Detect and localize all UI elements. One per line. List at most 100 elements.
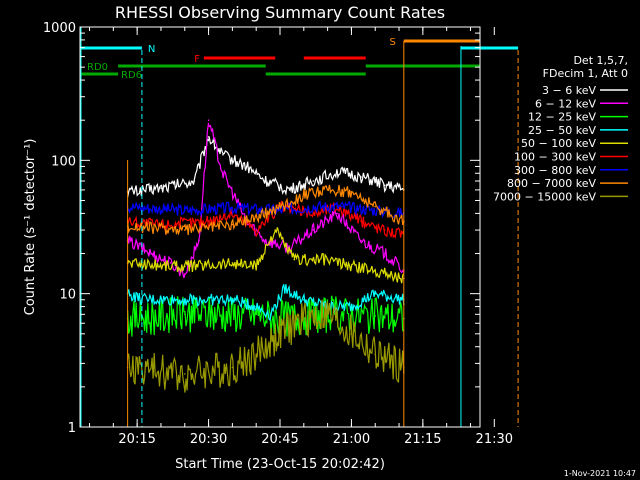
series-4-trace — [127, 284, 405, 322]
series-7-point — [312, 205, 315, 208]
series-3-point — [374, 315, 377, 317]
series-2-point — [264, 239, 267, 242]
series-9-point — [326, 313, 329, 316]
series-7-point — [184, 209, 186, 212]
series-layer — [126, 119, 405, 393]
y-tick-label: 10 — [59, 288, 76, 303]
series-8-trace — [127, 184, 405, 236]
legend-header: FDecim 1, Att 0 — [543, 67, 628, 80]
series-8-point — [231, 223, 234, 226]
series-5-point — [184, 265, 186, 268]
series-7-point — [364, 208, 367, 210]
series-2-point — [384, 252, 386, 255]
series-4-point — [350, 305, 353, 308]
series-9-point — [231, 366, 234, 369]
legend-header: Det 1,5,7, — [573, 54, 628, 67]
series-3-point — [255, 313, 257, 316]
legend-entry-label: 300 − 800 keV — [514, 164, 596, 177]
x-tick-label: 21:15 — [404, 432, 441, 447]
series-5-point — [293, 258, 296, 261]
series-5-point — [274, 229, 277, 231]
series-5-point — [350, 265, 353, 268]
series-1 — [126, 135, 405, 198]
series-9-trace — [127, 299, 405, 393]
legend-entry-label: 25 − 50 keV — [528, 124, 596, 137]
series-2-trace — [127, 121, 405, 279]
annotation-label-4: RD0 — [87, 62, 108, 73]
series-5 — [126, 227, 405, 284]
series-4-point — [374, 292, 377, 295]
series-4-point — [284, 287, 286, 289]
series-1-point — [160, 187, 162, 189]
x-tick-label: 21:30 — [476, 432, 513, 447]
legend-entry-label: 100 − 300 keV — [514, 151, 596, 164]
annotations-layer: N F S RD0 RD6 — [80, 27, 519, 427]
legend-entry-label: 7000 − 15000 keV — [493, 190, 596, 203]
series-8-point — [374, 205, 377, 208]
y-tick-label: 100 — [51, 154, 76, 169]
series-8-point — [264, 212, 267, 215]
chart-title: RHESSI Observing Summary Count Rates — [115, 3, 445, 22]
x-axis-label: Start Time (23-Oct-15 20:02:42) — [175, 457, 385, 472]
series-2-point — [336, 212, 338, 215]
series-2-point — [207, 119, 210, 121]
series-6-point — [384, 229, 386, 231]
series-5-point — [231, 262, 234, 264]
series-5-point — [326, 258, 329, 261]
axis-ticks: 20:15 20:30 20:45 21:00 21:15 21:30 1 10 100 1000 — [43, 21, 513, 447]
series-4-point — [184, 299, 186, 301]
series-2-point — [312, 229, 315, 231]
series-1-point — [193, 180, 196, 182]
series-6-point — [360, 220, 362, 222]
legend-entry-label: 50 − 100 keV — [521, 137, 596, 150]
series-8-point — [303, 194, 305, 196]
series-2-point — [150, 252, 153, 255]
y-tick-label: 1000 — [43, 21, 76, 36]
x-tick-label: 20:15 — [118, 432, 155, 447]
legend-entry-label: 6 − 12 keV — [535, 97, 596, 110]
legend-entry-label: 12 − 25 keV — [528, 111, 596, 124]
series-2-point — [222, 172, 224, 175]
series-1-point — [336, 171, 338, 173]
legend-entry-label: 800 − 7000 keV — [507, 177, 596, 190]
series-9-point — [350, 333, 353, 335]
series-1-point — [245, 165, 248, 168]
series-3-trace — [127, 295, 405, 337]
series-2-point — [360, 239, 362, 242]
series-1-point — [360, 176, 362, 178]
annotation-label-2: F — [194, 54, 200, 65]
series-3-point — [184, 313, 186, 316]
annotation-label-1: N — [148, 44, 155, 55]
series-2-point — [169, 262, 172, 264]
series-4 — [126, 284, 405, 322]
series-1-point — [288, 189, 291, 191]
series-7-point — [231, 207, 234, 209]
annotation-label-5: RD6 — [121, 70, 142, 81]
series-2-point — [198, 239, 200, 242]
series-4-point — [255, 305, 257, 308]
series-8-point — [326, 189, 329, 191]
series-4-point — [231, 299, 234, 301]
series-9-point — [184, 373, 186, 375]
x-tick-label: 20:30 — [190, 432, 227, 447]
series-1-point — [207, 136, 210, 138]
series-1-point — [264, 180, 267, 182]
series-9 — [126, 299, 405, 393]
y-tick-label: 1 — [68, 421, 76, 436]
series-1-point — [222, 154, 224, 156]
series-9-point — [374, 353, 377, 356]
series-6-point — [207, 220, 210, 222]
series-4-point — [303, 299, 305, 301]
series-8-point — [184, 229, 186, 231]
series-2-point — [184, 273, 186, 276]
series-9-point — [255, 353, 257, 356]
series-9-point — [303, 317, 305, 320]
series-6-point — [255, 229, 257, 231]
series-9-point — [279, 333, 281, 335]
y-axis-label: Count Rate (s⁻¹ detector⁻¹) — [23, 139, 38, 316]
series-7-point — [341, 205, 343, 208]
footer-timestamp: 1-Nov-2021 10:47 — [564, 469, 636, 478]
series-1-point — [384, 184, 386, 187]
series-5-point — [374, 269, 377, 272]
